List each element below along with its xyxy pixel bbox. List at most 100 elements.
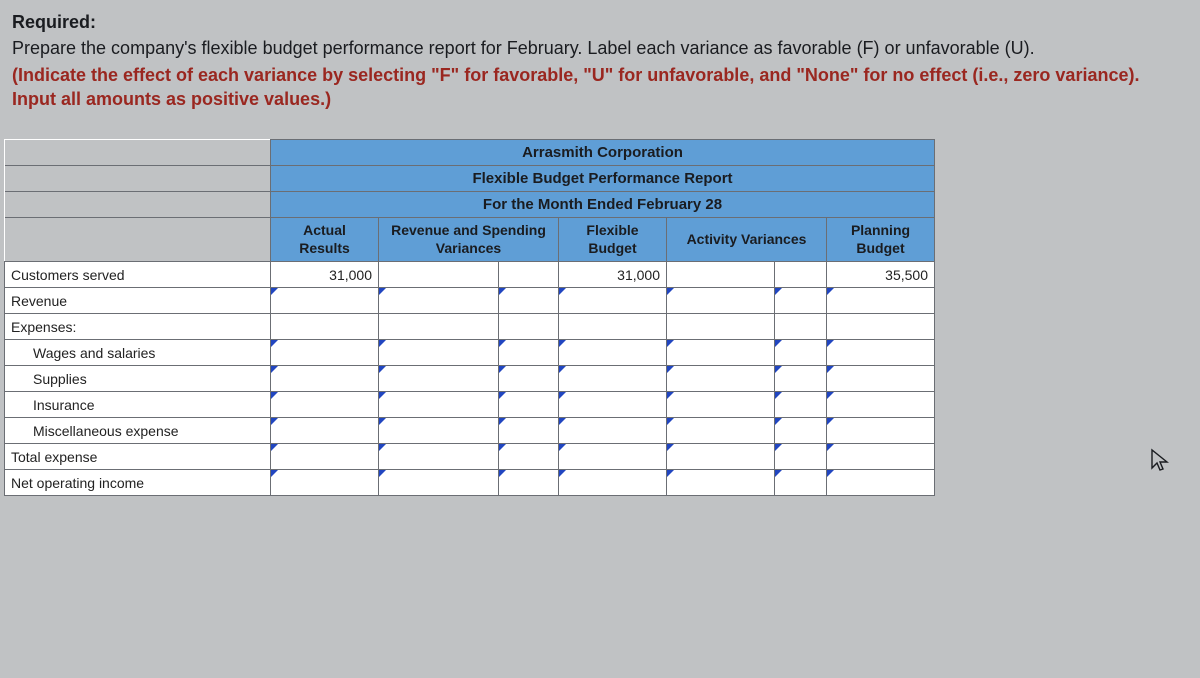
cell-spending-variance[interactable] (379, 418, 499, 444)
input-indicator-icon (379, 444, 386, 451)
row-label: Wages and salaries (5, 340, 271, 366)
cell-activity-variance[interactable] (667, 470, 775, 496)
row-label: Miscellaneous expense (5, 418, 271, 444)
input-indicator-icon (271, 366, 278, 373)
cell-planning-budget[interactable] (827, 392, 935, 418)
cell-planning-budget[interactable] (827, 314, 935, 340)
cell-spending-fu[interactable] (499, 470, 559, 496)
input-indicator-icon (271, 470, 278, 477)
cell-spending-fu[interactable] (499, 314, 559, 340)
input-indicator-icon (775, 470, 782, 477)
cell-flexible-budget[interactable] (559, 340, 667, 366)
cell-flexible-budget[interactable]: 31,000 (559, 262, 667, 288)
cell-spending-fu[interactable] (499, 392, 559, 418)
cell-spending-fu[interactable] (499, 366, 559, 392)
cell-actual-results[interactable] (271, 444, 379, 470)
input-indicator-icon (499, 340, 506, 347)
cell-spending-fu[interactable] (499, 288, 559, 314)
col-planning-budget: Planning Budget (827, 218, 935, 262)
cell-spending-fu[interactable] (499, 444, 559, 470)
report-title: Flexible Budget Performance Report (271, 166, 935, 192)
row-label: Net operating income (5, 470, 271, 496)
table-row: Supplies (5, 366, 935, 392)
cell-activity-fu[interactable] (775, 470, 827, 496)
title-row-3: For the Month Ended February 28 (5, 192, 935, 218)
input-indicator-icon (379, 366, 386, 373)
cell-activity-fu[interactable] (775, 262, 827, 288)
cell-activity-fu[interactable] (775, 288, 827, 314)
cell-flexible-budget[interactable] (559, 314, 667, 340)
cell-flexible-budget[interactable] (559, 288, 667, 314)
cell-activity-variance[interactable] (667, 314, 775, 340)
cell-planning-budget[interactable] (827, 340, 935, 366)
cell-spending-variance[interactable] (379, 470, 499, 496)
cell-spending-variance[interactable] (379, 444, 499, 470)
cell-planning-budget[interactable] (827, 366, 935, 392)
cell-spending-variance[interactable] (379, 288, 499, 314)
cell-planning-budget[interactable] (827, 418, 935, 444)
input-indicator-icon (827, 470, 834, 477)
table-row: Expenses: (5, 314, 935, 340)
input-indicator-icon (827, 392, 834, 399)
spacer-cell (5, 192, 271, 218)
input-indicator-icon (559, 340, 566, 347)
cell-spending-variance[interactable] (379, 314, 499, 340)
row-label: Expenses: (5, 314, 271, 340)
cell-actual-results[interactable] (271, 288, 379, 314)
cell-spending-variance[interactable] (379, 340, 499, 366)
cell-flexible-budget[interactable] (559, 444, 667, 470)
input-indicator-icon (667, 392, 674, 399)
cell-activity-variance[interactable] (667, 444, 775, 470)
cell-flexible-budget[interactable] (559, 470, 667, 496)
cell-planning-budget[interactable] (827, 470, 935, 496)
cell-actual-results[interactable] (271, 392, 379, 418)
cell-spending-variance[interactable] (379, 392, 499, 418)
cell-actual-results[interactable] (271, 366, 379, 392)
cell-activity-variance[interactable] (667, 392, 775, 418)
cell-activity-variance[interactable] (667, 262, 775, 288)
required-label: Required: (12, 10, 1188, 34)
cell-actual-results[interactable] (271, 340, 379, 366)
cell-flexible-budget[interactable] (559, 418, 667, 444)
cell-planning-budget[interactable] (827, 444, 935, 470)
cell-activity-fu[interactable] (775, 340, 827, 366)
input-indicator-icon (271, 288, 278, 295)
cell-actual-results[interactable] (271, 314, 379, 340)
cell-spending-fu[interactable] (499, 418, 559, 444)
budget-table: Arrasmith Corporation Flexible Budget Pe… (4, 139, 935, 496)
input-indicator-icon (271, 340, 278, 347)
cell-activity-variance[interactable] (667, 340, 775, 366)
input-indicator-icon (827, 444, 834, 451)
cell-actual-results[interactable]: 31,000 (271, 262, 379, 288)
cell-planning-budget[interactable] (827, 288, 935, 314)
input-indicator-icon (775, 418, 782, 425)
cell-activity-fu[interactable] (775, 418, 827, 444)
cell-actual-results[interactable] (271, 470, 379, 496)
cell-activity-fu[interactable] (775, 444, 827, 470)
cell-spending-fu[interactable] (499, 262, 559, 288)
cell-flexible-budget[interactable] (559, 392, 667, 418)
cell-planning-budget[interactable]: 35,500 (827, 262, 935, 288)
input-indicator-icon (667, 340, 674, 347)
input-indicator-icon (827, 288, 834, 295)
cell-actual-results[interactable] (271, 418, 379, 444)
input-indicator-icon (775, 366, 782, 373)
cell-spending-fu[interactable] (499, 340, 559, 366)
cell-activity-variance[interactable] (667, 366, 775, 392)
input-indicator-icon (379, 418, 386, 425)
cell-activity-variance[interactable] (667, 418, 775, 444)
table-row: Net operating income (5, 470, 935, 496)
cell-spending-variance[interactable] (379, 262, 499, 288)
cell-activity-fu[interactable] (775, 366, 827, 392)
cell-flexible-budget[interactable] (559, 366, 667, 392)
spacer-cell (5, 140, 271, 166)
input-indicator-icon (775, 392, 782, 399)
input-indicator-icon (559, 392, 566, 399)
cell-activity-fu[interactable] (775, 314, 827, 340)
cell-activity-variance[interactable] (667, 288, 775, 314)
input-indicator-icon (667, 288, 674, 295)
input-indicator-icon (271, 444, 278, 451)
input-indicator-icon (775, 288, 782, 295)
cell-activity-fu[interactable] (775, 392, 827, 418)
cell-spending-variance[interactable] (379, 366, 499, 392)
